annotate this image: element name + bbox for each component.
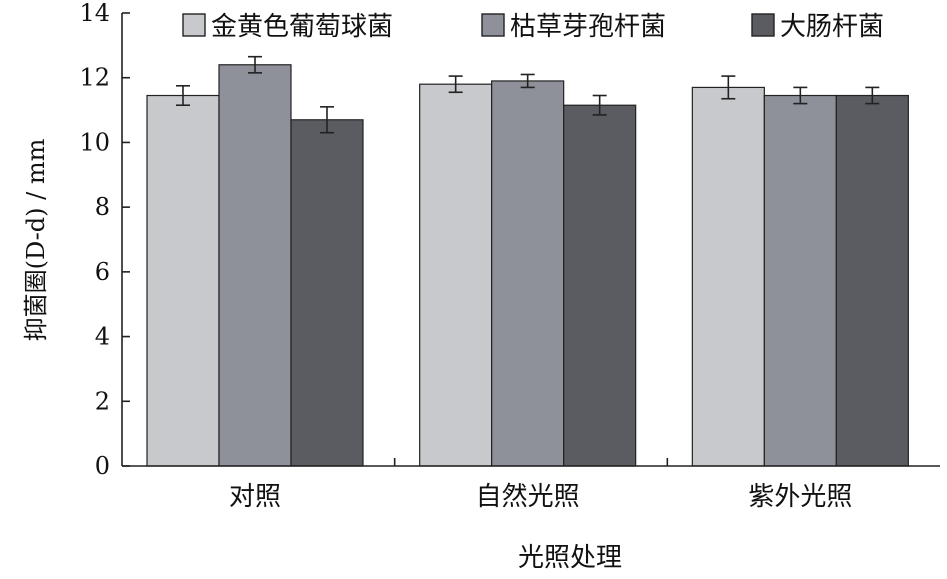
legend-item: 枯草芽孢杆菌: [481, 12, 666, 42]
bar: [835, 94, 909, 467]
error-bar: [592, 94, 607, 116]
bar: [691, 86, 765, 467]
legend-item: 金黄色葡萄球菌: [182, 12, 393, 42]
error-bar: [865, 86, 880, 105]
y-tick-label: 12: [79, 64, 110, 92]
bar: [419, 83, 493, 467]
legend-item: 大肠杆菌: [751, 12, 884, 42]
x-tick-label: 紫外光照: [748, 482, 852, 512]
error-bar: [448, 75, 463, 94]
legend-label: 枯草芽孢杆菌: [510, 12, 666, 42]
legend-swatch: [182, 13, 206, 37]
error-bar: [320, 106, 334, 134]
error-bars: [176, 55, 880, 134]
bar: [763, 94, 837, 467]
bar: [146, 94, 220, 467]
x-tick-label: 自然光照: [476, 482, 580, 512]
legend-swatch: [751, 13, 775, 37]
legend-label: 大肠杆菌: [780, 12, 884, 42]
bar: [290, 119, 364, 467]
error-bar: [520, 73, 535, 89]
legend: 金黄色葡萄球菌 枯草芽孢杆菌 大肠杆菌: [182, 12, 884, 42]
bar: [218, 64, 292, 467]
y-tick-label: 10: [79, 128, 110, 156]
y-tick-label: 0: [95, 452, 110, 480]
error-bar: [721, 75, 736, 100]
y-tick-label: 14: [79, 0, 110, 27]
legend-label: 金黄色葡萄球菌: [211, 12, 393, 42]
y-tick-label: 2: [95, 387, 110, 415]
bars: [146, 64, 909, 467]
error-bar: [176, 85, 190, 107]
y-tick-label: 6: [95, 258, 110, 286]
y-tick-label: 8: [95, 193, 110, 221]
error-bar: [793, 86, 808, 105]
error-bar: [248, 55, 262, 74]
bar: [491, 80, 565, 467]
legend-swatch: [481, 13, 505, 37]
bar: [563, 104, 637, 467]
axes: 0 2 4 6 8 10 12 14 对照 自然光照 紫外光照: [79, 0, 940, 512]
x-tick-label: 对照: [229, 482, 281, 512]
x-axis-title: 光照处理: [518, 543, 622, 573]
y-tick-label: 4: [95, 323, 110, 351]
y-axis-title: 抑菌圈(D-d) / mm: [22, 138, 50, 341]
